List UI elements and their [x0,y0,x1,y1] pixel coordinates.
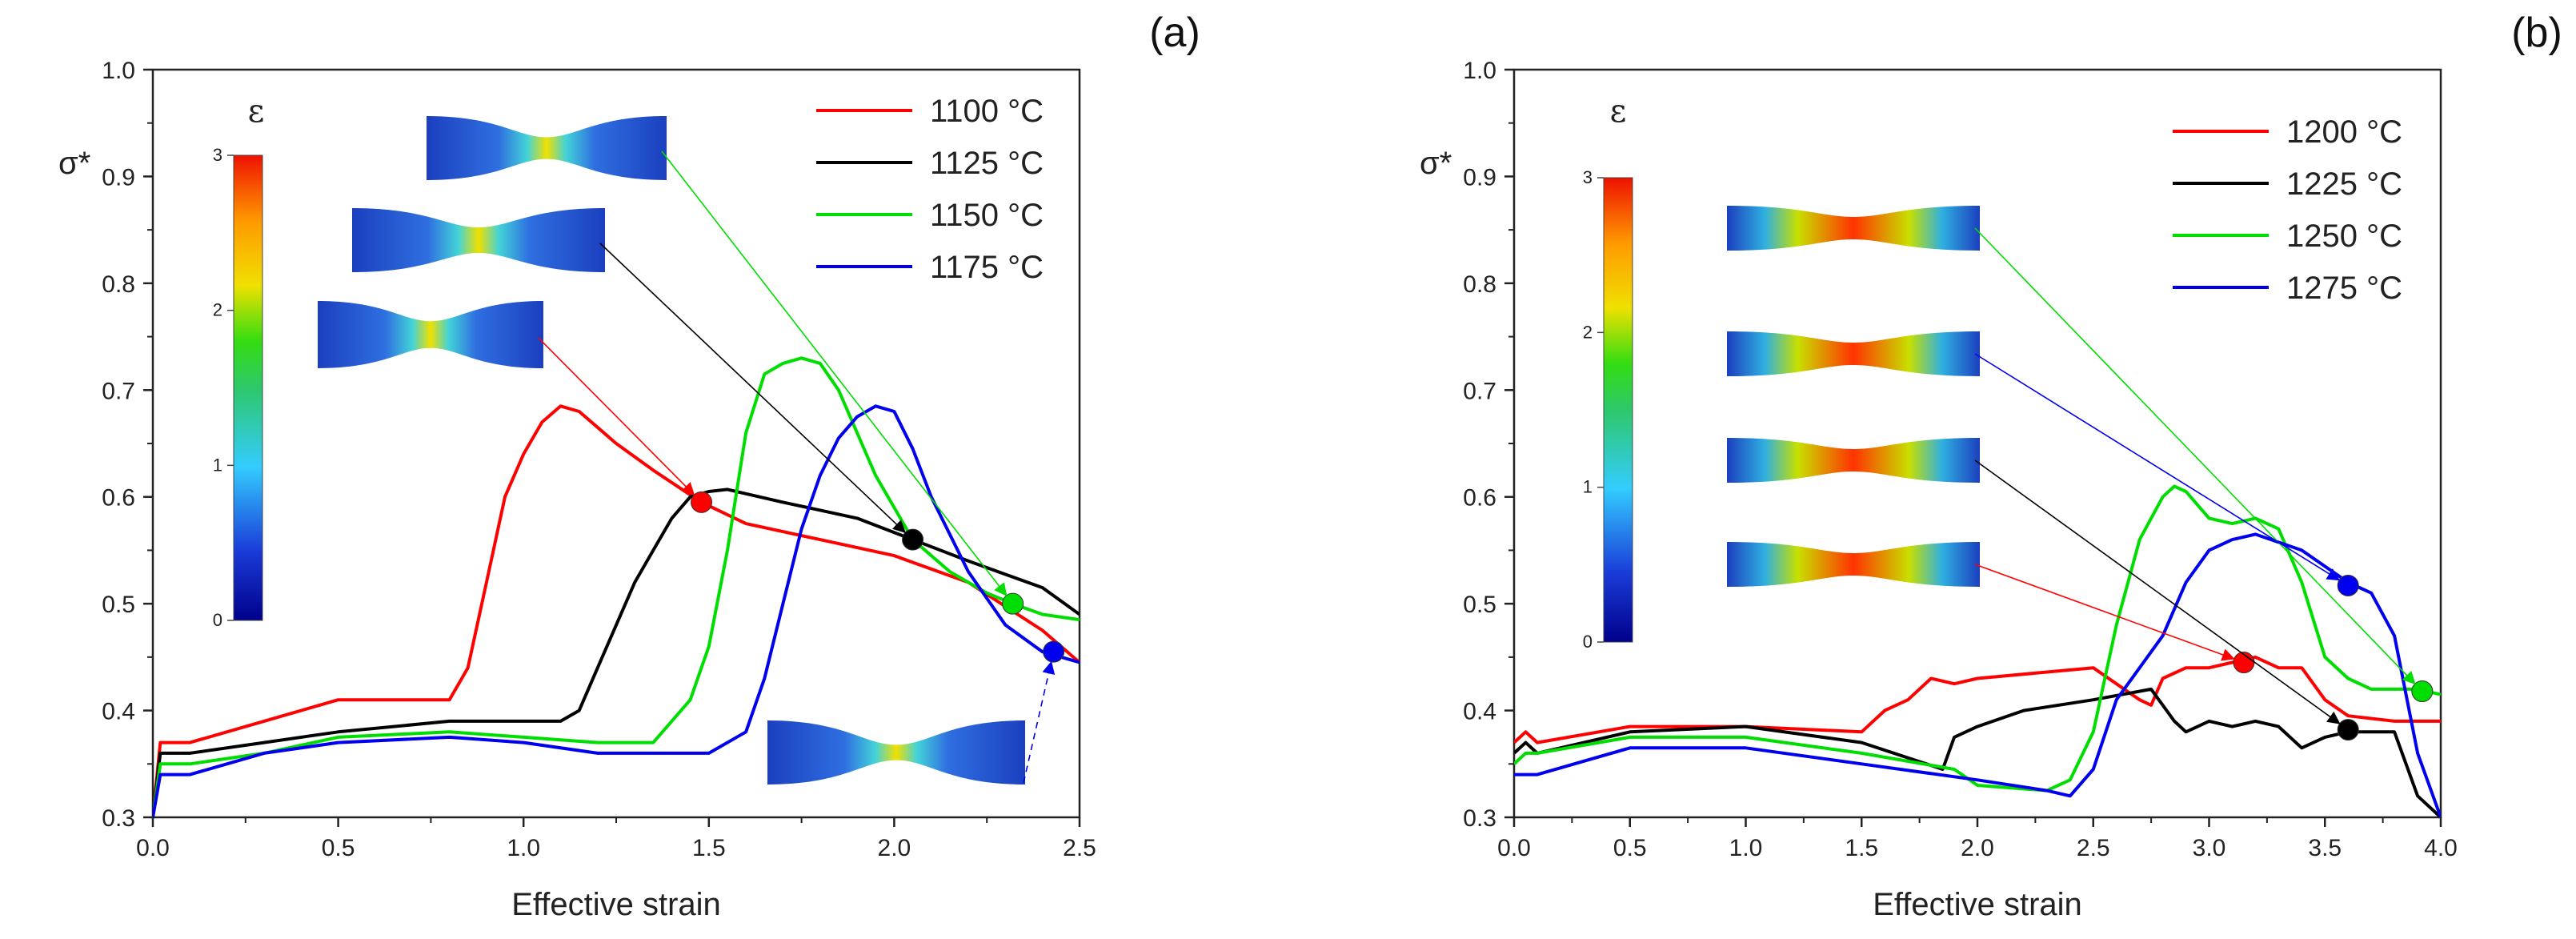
series-lines [153,356,1080,817]
y-tick-label: 0.4 [1463,699,1496,725]
specimen-arrow-1200 [1974,564,2235,661]
y-tick-label: 0.3 [1463,805,1496,832]
specimen-arrow-1175 [1023,660,1056,784]
y-tick-label: 0.7 [1463,378,1496,404]
x-tick-label: 2.5 [2077,835,2110,861]
colorbar-tick-label: 0 [1583,632,1592,652]
state-marker-1125 [902,528,924,551]
y-tick-label: 0.3 [102,805,135,832]
series-line-1175 [153,404,1080,817]
y-axis-label: σ* [1420,146,1452,181]
specimen-contour-1275 [1727,331,1980,376]
y-tick-label: 0.6 [1463,485,1496,512]
x-tick-label: 0.0 [136,835,170,861]
specimen-contour-1250 [1727,206,1980,251]
x-tick-label: 4.0 [2424,835,2458,861]
x-tick-label: 0.5 [322,835,355,861]
y-tick-label: 0.9 [1463,164,1496,191]
series-lines [1514,484,2441,817]
x-tick-label: 1.5 [692,835,726,861]
x-tick-label: 2.5 [1063,835,1096,861]
y-tick-label: 0.9 [102,164,135,191]
specimen-contour-1225 [1727,438,1980,483]
panel-b: 0.0 0.5 1.0 1.5 2.0 2.5 3.0 3.5 4.0 0.3 0.4 0.5 0.6 0… [1420,10,2562,922]
colorbar-tick-label: 1 [1583,477,1592,497]
legend-label: 1125 °C [930,146,1044,181]
specimen-arrow-1150 [661,150,1008,596]
specimen-arrow-1100 [538,337,695,496]
x-tick-label: 3.0 [2193,835,2226,861]
series-line-1250 [1514,484,2441,793]
state-marker-1225 [2337,719,2359,741]
x-axis-label: Effective strain [1873,887,2082,922]
state-marker-1100 [691,491,713,513]
series-line-1150 [153,356,1080,817]
y-tick-label: 0.7 [102,378,135,404]
specimen-arrow-1225 [1974,459,2341,724]
panel-label: (b) [2511,10,2562,56]
legend-label: 1275 °C [2286,271,2402,306]
x-tick-label: 1.0 [1729,835,1763,861]
colorbar-title: ε [1610,93,1627,130]
legend-label: 1225 °C [2286,167,2402,202]
y-tick-label: 0.8 [1463,271,1496,298]
series-line-1100 [153,404,1080,817]
colorbar [1603,177,1633,643]
specimen-arrow-1250 [1974,227,2416,685]
state-marker-1250 [2411,680,2434,703]
specimen-contour-1100 [318,301,543,368]
specimen-arrow-1125 [599,243,906,533]
y-tick-label: 1.0 [102,58,135,84]
state-marker-1275 [2337,574,2359,596]
specimen-contour-1175 [767,720,1025,785]
y-tick-label: 0.4 [102,699,135,725]
x-tick-label: 1.0 [507,835,540,861]
y-axis-label: σ* [58,146,90,181]
state-marker-1150 [1002,592,1024,615]
specimen-arrow-1275 [1974,353,2341,581]
series-line-1125 [153,488,1080,817]
legend-label: 1150 °C [930,198,1044,233]
state-marker-1175 [1043,640,1065,663]
colorbar-title: ε [248,93,265,130]
x-tick-label: 1.5 [1845,835,1878,861]
colorbar [233,154,263,621]
panel-label: (a) [1149,10,1200,56]
x-tick-label: 3.5 [2308,835,2342,861]
colorbar-tick-label: 2 [1583,322,1592,342]
series-line-1225 [1514,687,2441,817]
panel-a: 0.0 0.5 1.0 1.5 2.0 2.5 0.3 0.4 0.5 0.6 0.7 0.8 0.9 1… [58,10,1200,922]
y-tick-label: 0.5 [1463,592,1496,618]
legend-label: 1250 °C [2286,219,2402,254]
legend-label: 1175 °C [930,250,1044,285]
x-tick-label: 2.0 [1961,835,1994,861]
x-axis-label: Effective strain [511,887,721,922]
specimen-contour-1200 [1727,542,1980,587]
y-tick-label: 0.8 [102,271,135,298]
colorbar-tick-label: 3 [213,145,222,165]
y-tick-label: 0.5 [102,592,135,618]
colorbar-tick-label: 3 [1583,167,1592,187]
y-tick-label: 1.0 [1463,58,1496,84]
x-tick-label: 0.0 [1497,835,1531,861]
colorbar-tick-label: 1 [213,455,222,475]
legend-label: 1200 °C [2286,114,2402,150]
y-tick-label: 0.6 [102,485,135,512]
x-tick-label: 0.5 [1613,835,1647,861]
x-tick-label: 2.0 [878,835,911,861]
colorbar-tick-label: 2 [213,300,222,320]
legend-label: 1100 °C [930,94,1044,129]
specimen-contour-1125 [352,208,605,272]
colorbar-tick-label: 0 [213,610,222,630]
specimen-contour-1150 [427,116,667,180]
